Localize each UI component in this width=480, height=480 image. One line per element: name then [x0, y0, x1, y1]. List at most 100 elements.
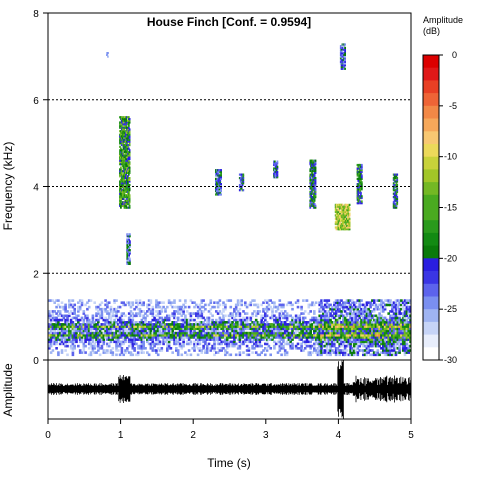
spectrogram-cell — [224, 304, 227, 307]
colorbar-swatch — [423, 208, 439, 221]
spectrogram-cell — [235, 354, 238, 357]
spectrogram-cell — [137, 351, 140, 354]
spectrogram-cell — [170, 347, 173, 350]
spectral-event-cell — [361, 174, 363, 176]
spectral-event-cell — [220, 193, 222, 195]
spectrogram-cell — [88, 306, 91, 309]
spectrogram-cell — [73, 304, 76, 307]
spectrogram-cell — [309, 310, 312, 313]
spectrogram-cell — [55, 347, 58, 350]
spectrogram-cell — [297, 299, 300, 302]
spectrogram-cell — [73, 308, 76, 311]
spectrogram-cell — [66, 345, 69, 348]
spectrogram-cell — [139, 299, 142, 302]
colorbar-title: Amplitude — [423, 15, 463, 25]
colorbar-swatch — [423, 258, 439, 271]
spectral-event-cell — [121, 149, 123, 151]
spectrogram-cell — [248, 347, 251, 350]
spectrogram-cell — [93, 301, 96, 304]
spectral-event-cell — [315, 177, 317, 179]
spectrogram-cell — [119, 306, 122, 309]
spectral-event-cell — [361, 195, 363, 197]
spectral-event-cell — [349, 204, 351, 206]
spectrogram-cell — [291, 308, 294, 311]
colorbar-swatch — [423, 297, 439, 310]
spectral-event-cell — [396, 177, 398, 179]
spectrogram-cell — [92, 315, 95, 318]
spectrogram-cell — [101, 301, 104, 304]
colorbar-swatch — [423, 157, 439, 170]
spectrogram-cell — [188, 349, 191, 352]
spectrogram-cell — [184, 299, 187, 302]
spectrogram-cell — [168, 315, 171, 318]
spectral-event-cell — [107, 56, 109, 58]
amplitude-axis-label: Amplitude — [1, 363, 15, 417]
spectral-event-cell — [129, 161, 131, 163]
spectrogram-cell — [190, 341, 193, 344]
colorbar-swatch — [423, 220, 439, 233]
spectral-event-cell — [220, 183, 222, 185]
spectrogram-cell — [157, 354, 160, 357]
spectrogram-cell — [90, 299, 93, 302]
chart-title: House Finch [Conf. = 0.9594] — [147, 15, 311, 29]
colorbar-tick-label: -20 — [444, 253, 457, 263]
spectrogram-cell — [142, 301, 145, 304]
y-tick-label: 0 — [33, 356, 39, 367]
colorbar-tick-label: -10 — [444, 152, 457, 162]
spectrogram-cell — [184, 315, 187, 318]
spectrogram-cell — [72, 299, 75, 302]
spectrogram-cell — [269, 354, 272, 357]
colorbar-swatch — [423, 182, 439, 195]
spectrogram-cell — [108, 301, 111, 304]
spectral-event-cell — [360, 192, 362, 194]
colorbar-tick-label: -25 — [444, 304, 457, 314]
spectrogram-cell — [279, 299, 282, 302]
colorbar-tick-label: -15 — [444, 203, 457, 213]
spectrogram-cell — [177, 317, 180, 320]
colorbar-swatch — [423, 68, 439, 81]
spectrogram-cell — [133, 347, 136, 350]
spectrogram-cell — [286, 351, 289, 354]
spectrogram-cell — [84, 351, 87, 354]
spectrogram-cell — [248, 354, 251, 357]
spectral-event-cell — [396, 187, 398, 189]
spectrogram-cell — [260, 345, 263, 348]
spectral-event-cell — [129, 194, 131, 196]
spectrogram-cell — [202, 299, 205, 302]
colorbar-swatch — [423, 80, 439, 93]
colorbar-tick-label: 0 — [452, 50, 457, 60]
spectrogram-cell — [148, 354, 151, 357]
spectral-event-cell — [349, 207, 351, 209]
colorbar-swatch — [423, 246, 439, 259]
spectrogram-cell — [132, 301, 135, 304]
colorbar-swatch — [423, 169, 439, 182]
spectral-event-cell — [396, 196, 398, 198]
x-tick-label: 0 — [45, 430, 51, 441]
spectrogram-cell — [304, 310, 307, 313]
spectrogram-cell — [328, 299, 331, 302]
spectrogram-cell — [219, 299, 222, 302]
spectral-event-cell — [242, 189, 244, 191]
spectrogram-cell — [297, 343, 300, 346]
colorbar-swatch — [423, 271, 439, 284]
spectral-event-cell — [277, 161, 279, 163]
spectral-event-cell — [215, 178, 217, 180]
spectrogram-cell — [86, 315, 89, 318]
spectral-event-cell — [277, 166, 279, 168]
colorbar-swatch — [423, 309, 439, 322]
spectrogram-cell — [77, 345, 80, 348]
spectral-event-cell — [107, 52, 109, 54]
spectrogram-cell — [184, 306, 187, 309]
spectrogram-cell — [239, 312, 242, 315]
spectral-event-cell — [359, 200, 361, 202]
spectral-event-cell — [120, 167, 122, 169]
x-tick-label: 4 — [336, 430, 342, 441]
spectrogram-cell — [64, 304, 67, 307]
spectrogram-cell — [61, 301, 64, 304]
colorbar-swatch — [423, 93, 439, 106]
spectrogram-cell — [211, 315, 214, 318]
spectral-event-cell — [343, 49, 345, 51]
spectral-event-cell — [129, 167, 131, 169]
